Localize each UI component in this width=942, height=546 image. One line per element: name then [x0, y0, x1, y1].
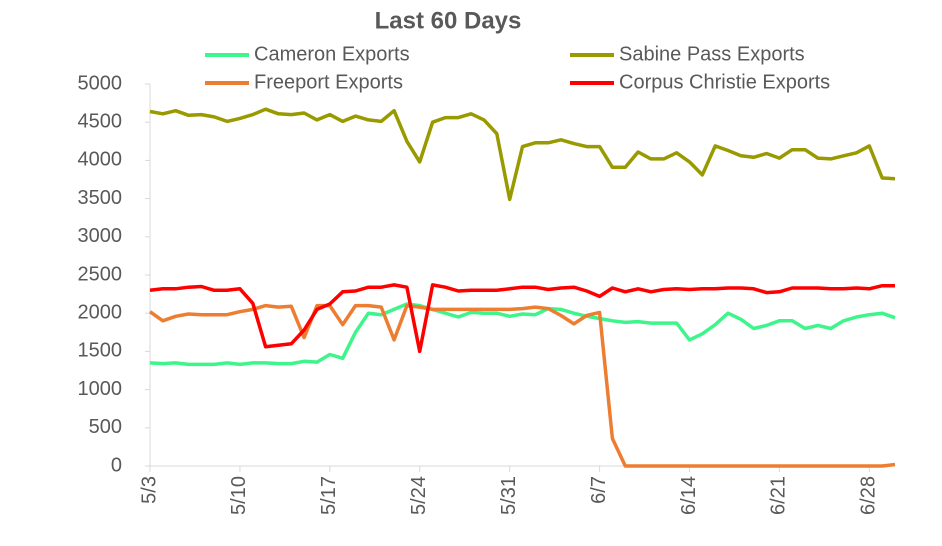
x-tick-label: 6/28: [858, 476, 880, 515]
y-tick-label: 3500: [78, 187, 123, 209]
y-tick-label: 1500: [78, 340, 123, 362]
x-tick-label: 5/10: [228, 476, 250, 515]
y-tick-label: 2000: [78, 301, 123, 323]
y-tick-label: 4000: [78, 149, 123, 171]
legend-label: Sabine Pass Exports: [619, 43, 805, 65]
series-line: [149, 302, 896, 367]
x-tick-label: 5/17: [318, 476, 340, 515]
legend-label: Corpus Christie Exports: [619, 71, 830, 93]
y-tick-label: 5000: [78, 72, 123, 94]
x-tick-label: 6/7: [588, 476, 610, 504]
x-tick-label: 6/14: [678, 476, 700, 515]
y-tick-label: 4500: [78, 110, 123, 132]
series-line: [148, 303, 896, 468]
y-tick-label: 1000: [78, 378, 123, 400]
x-tick-label: 5/31: [498, 476, 520, 515]
chart-title: Last 60 Days: [375, 7, 522, 34]
x-tick-label: 6/21: [768, 476, 790, 515]
x-tick-label: 5/3: [138, 476, 160, 504]
y-tick-label: 0: [111, 454, 122, 476]
legend-label: Cameron Exports: [254, 43, 410, 65]
y-tick-label: 2500: [78, 263, 123, 285]
series-line: [149, 107, 896, 202]
y-tick-label: 3000: [78, 225, 123, 247]
series-line: [149, 283, 895, 354]
y-tick-label: 500: [89, 416, 122, 438]
legend-label: Freeport Exports: [254, 71, 403, 93]
x-tick-label: 5/24: [408, 476, 430, 515]
